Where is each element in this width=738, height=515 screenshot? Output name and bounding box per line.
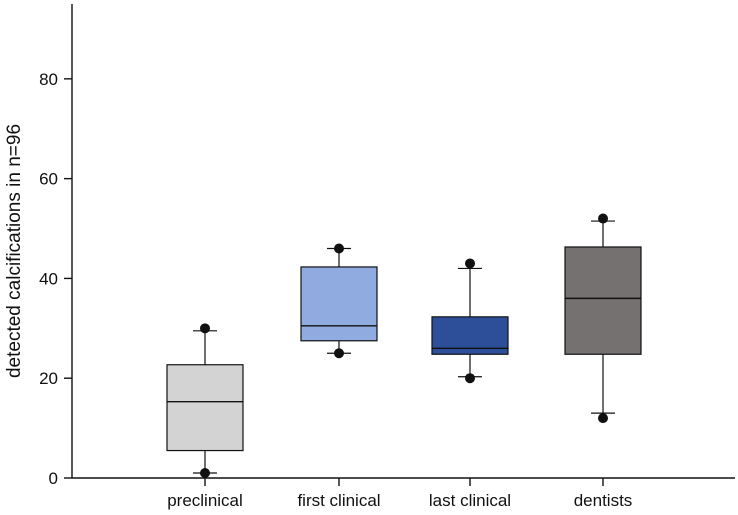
x-tick-label: dentists <box>574 491 633 510</box>
outlier-point <box>334 348 344 359</box>
box-last-clinical <box>431 258 509 384</box>
y-tick-label: 40 <box>39 269 58 288</box>
box-body <box>564 246 642 355</box>
x-tick-label: first clinical <box>297 491 380 510</box>
outlier-point <box>465 373 475 384</box>
axes <box>71 4 735 479</box>
outlier-point <box>598 213 608 224</box>
outlier-point <box>598 413 608 424</box>
x-axis-ticks: preclinical first clinical last clinical de… <box>167 478 632 510</box>
box-dentists <box>564 213 642 424</box>
box-series <box>166 213 642 479</box>
box-preclinical <box>166 323 244 479</box>
box-first-clinical <box>300 243 378 359</box>
outlier-point <box>200 323 210 334</box>
y-tick-label: 20 <box>39 369 58 388</box>
x-tick-label: last clinical <box>429 491 511 510</box>
y-tick-label: 0 <box>49 469 58 488</box>
x-tick-label: preclinical <box>167 491 243 510</box>
outlier-point <box>465 258 475 269</box>
outlier-point <box>334 243 344 254</box>
y-axis-ticks: 0 20 40 60 80 <box>39 70 72 488</box>
y-tick-label: 80 <box>39 70 58 89</box>
outlier-point <box>200 468 210 479</box>
y-tick-label: 60 <box>39 170 58 189</box>
box-body <box>166 364 244 452</box>
box-body <box>300 266 378 342</box>
y-axis-title: detected calcifications in n=96 <box>4 124 25 378</box>
